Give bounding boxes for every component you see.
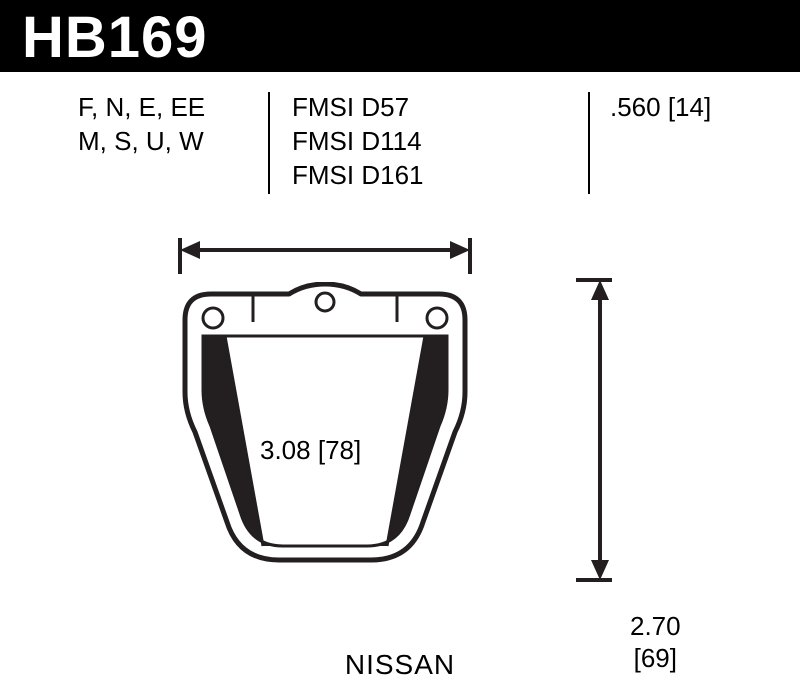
brake-pad-shape [155, 282, 495, 592]
thickness-value: .560 [14] [610, 90, 711, 124]
divider-2 [588, 92, 590, 194]
dim-height-in: 2.70 [630, 610, 681, 642]
spec-fmsi: FMSI D57 FMSI D114 FMSI D161 [292, 90, 424, 192]
fmsi-1: FMSI D114 [292, 124, 424, 158]
diagram-area: 3.08 [78] 2.70 [69] [0, 210, 800, 640]
brand-label: NISSAN [0, 649, 800, 681]
spec-compounds: F, N, E, EE M, S, U, W [78, 90, 205, 158]
fmsi-0: FMSI D57 [292, 90, 424, 124]
spec-thickness: .560 [14] [610, 90, 711, 124]
divider-1 [268, 92, 270, 194]
part-number: HB169 [22, 4, 208, 71]
fmsi-2: FMSI D161 [292, 158, 424, 192]
compounds-line2: M, S, U, W [78, 124, 205, 158]
spec-row: F, N, E, EE M, S, U, W FMSI D57 FMSI D11… [0, 90, 800, 190]
compounds-line1: F, N, E, EE [78, 90, 205, 124]
